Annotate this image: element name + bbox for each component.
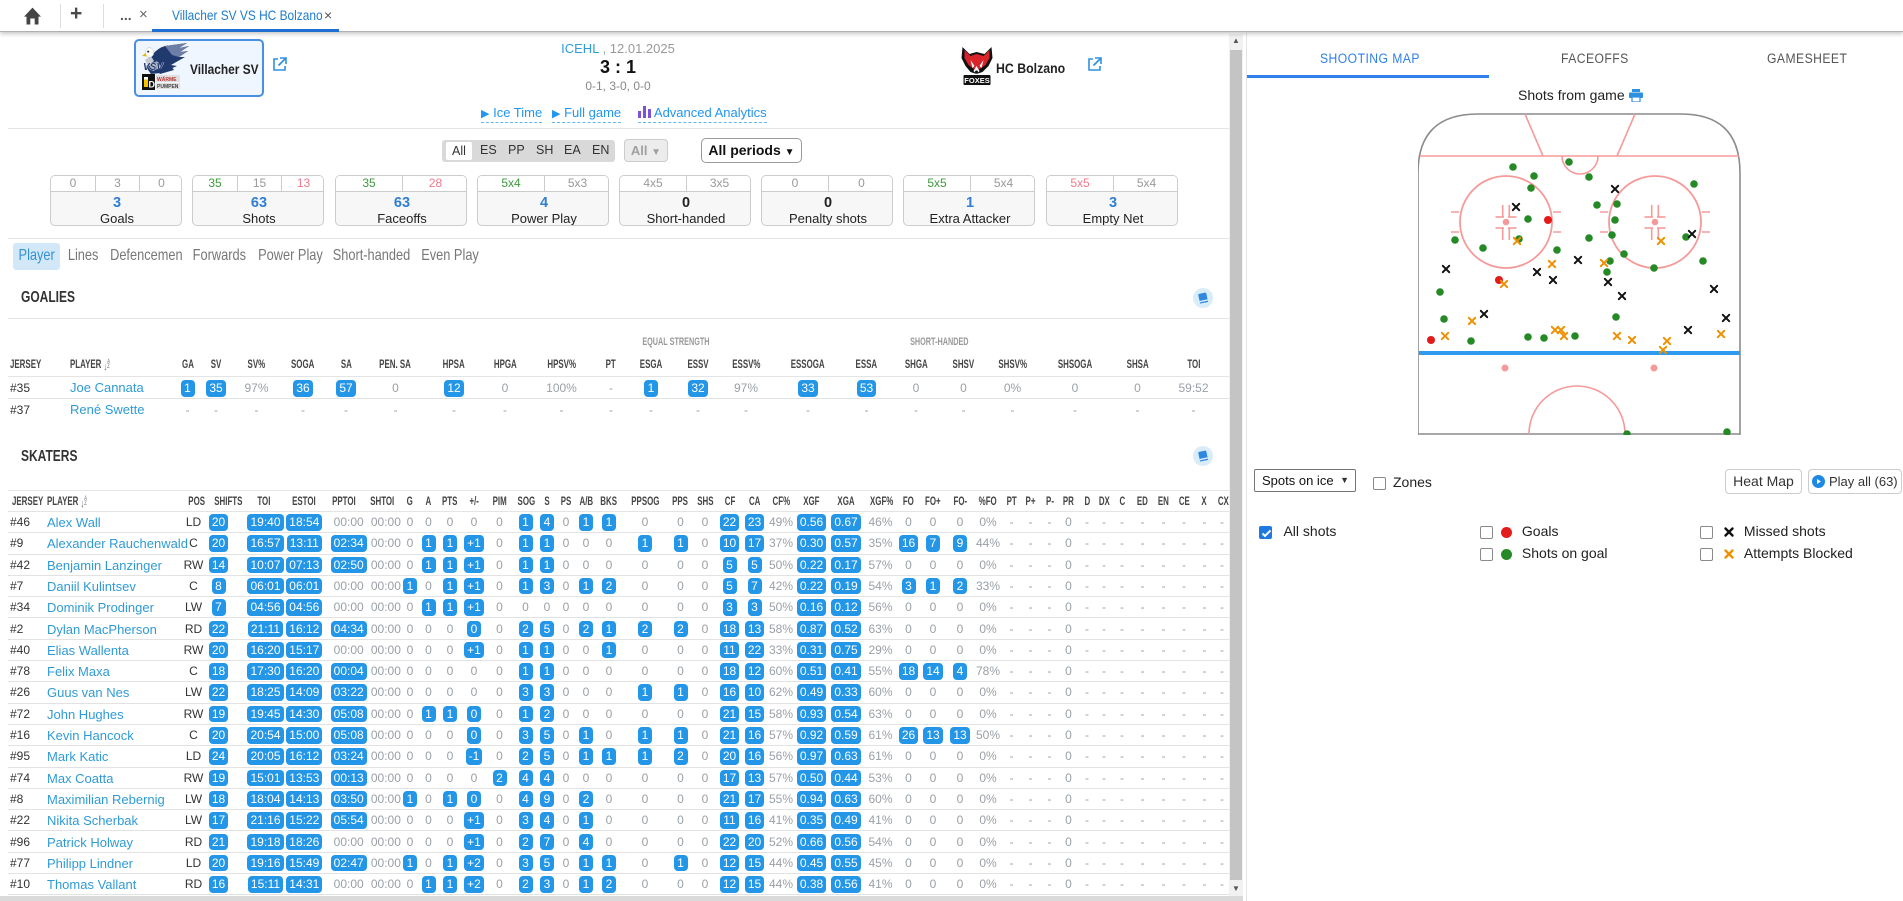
svg-text:FOXES: FOXES xyxy=(964,76,989,85)
svg-text:VSV: VSV xyxy=(143,62,164,73)
svg-text:D: D xyxy=(149,80,156,90)
svg-text:WÄRME: WÄRME xyxy=(157,76,177,83)
svg-text:PUMPEN: PUMPEN xyxy=(157,84,179,90)
